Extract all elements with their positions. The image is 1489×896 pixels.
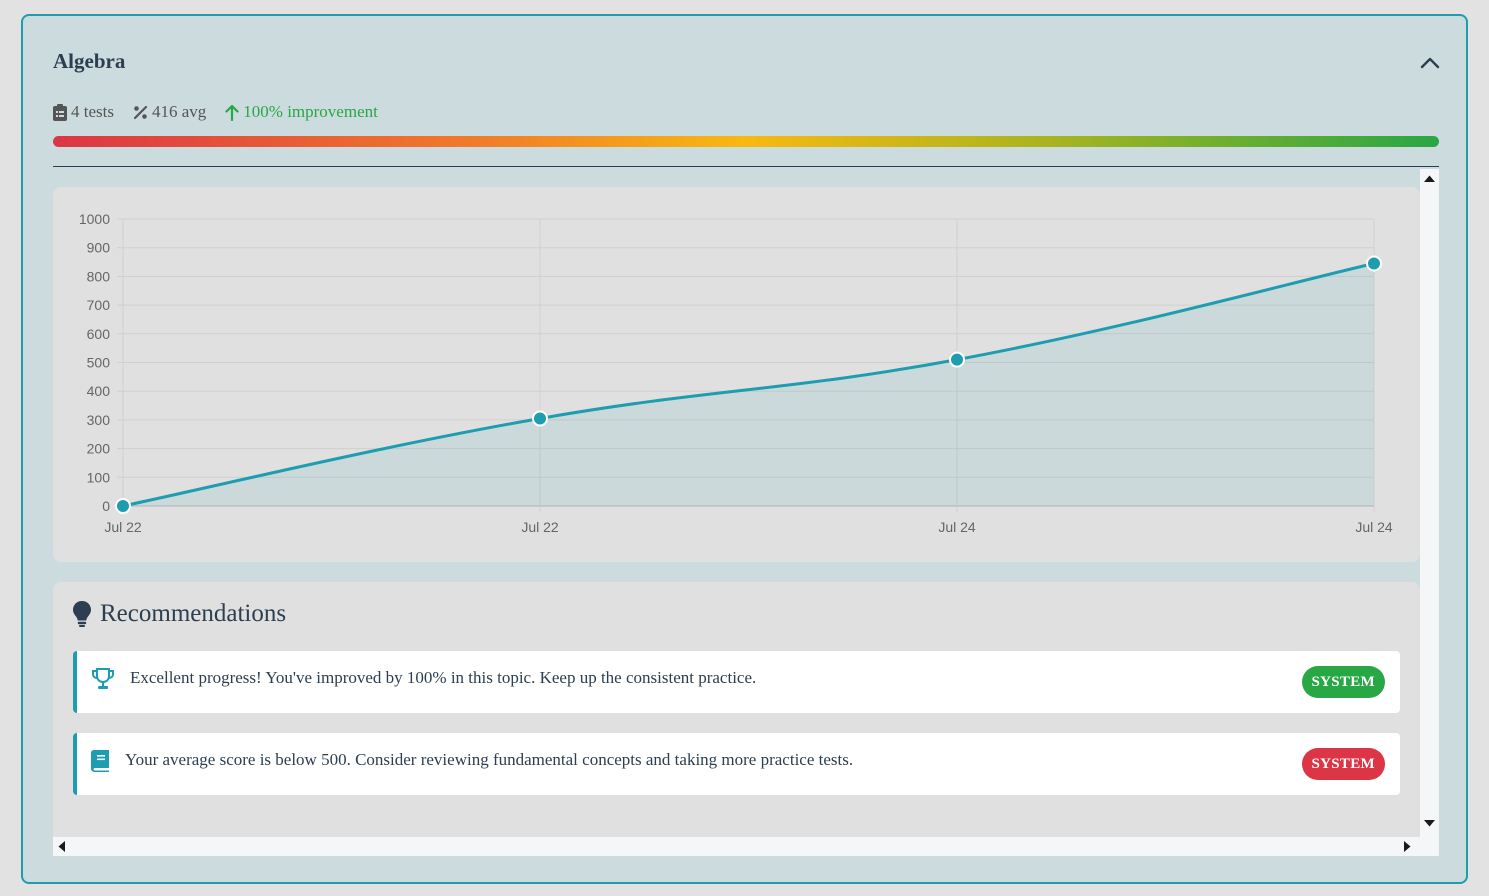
divider bbox=[53, 166, 1439, 167]
collapse-button[interactable] bbox=[1417, 50, 1443, 76]
y-tick-label: 1000 bbox=[79, 211, 110, 227]
topic-card: Algebra 4 tests 416 avg bbox=[21, 14, 1468, 884]
topic-title: Algebra bbox=[53, 49, 126, 73]
data-point bbox=[949, 351, 965, 368]
y-tick-label: 300 bbox=[87, 412, 111, 428]
recommendation-item: Your average score is below 500. Conside… bbox=[73, 733, 1400, 795]
recommendation-item: Excellent progress! You've improved by 1… bbox=[73, 651, 1400, 713]
avg-stat: 416 avg bbox=[133, 102, 206, 122]
y-tick-label: 400 bbox=[87, 383, 111, 399]
scroll-right-icon[interactable] bbox=[1403, 840, 1412, 853]
topic-stats: 4 tests 416 avg 100% improvement bbox=[53, 102, 397, 122]
y-tick-label: 200 bbox=[87, 441, 111, 457]
recommendation-text: Your average score is below 500. Conside… bbox=[125, 750, 854, 769]
tests-count: 4 tests bbox=[71, 102, 114, 121]
improvement-value: 100% improvement bbox=[243, 102, 378, 121]
source-badge: SYSTEM bbox=[1301, 748, 1385, 780]
tests-stat: 4 tests bbox=[53, 102, 114, 122]
y-tick-label: 600 bbox=[87, 326, 111, 342]
vertical-scrollbar[interactable] bbox=[1420, 169, 1439, 837]
y-tick-label: 0 bbox=[102, 498, 110, 514]
arrow-up-icon bbox=[225, 104, 239, 121]
chart-svg: 0 100 200 300 400 500 600 700 800 900 1000 Jul 22 Ju… bbox=[79, 211, 1393, 535]
chevron-up-icon bbox=[1420, 57, 1440, 69]
y-tick-label: 900 bbox=[87, 240, 111, 256]
horizontal-scrollbar[interactable] bbox=[53, 837, 1439, 856]
x-tick-label: Jul 22 bbox=[521, 519, 559, 535]
avg-score: 416 avg bbox=[151, 102, 207, 121]
progress-chart: 0 100 200 300 400 500 600 700 800 900 1000 Jul 22 Ju… bbox=[53, 187, 1420, 562]
y-tick-label: 100 bbox=[87, 469, 111, 485]
recommendations-panel: Recommendations Excellent progress! You'… bbox=[53, 582, 1420, 842]
details-scroll-area[interactable]: 0 100 200 300 400 500 600 700 800 900 1000 Jul 22 Ju… bbox=[53, 169, 1439, 856]
series-area bbox=[123, 263, 1374, 506]
recommendations-title: Recommendations bbox=[100, 600, 287, 627]
progress-gradient-bar bbox=[53, 136, 1439, 147]
scroll-down-icon[interactable] bbox=[1423, 819, 1436, 828]
data-point bbox=[115, 498, 131, 514]
y-tick-label: 700 bbox=[87, 297, 111, 313]
data-point bbox=[1366, 255, 1382, 272]
clipboard-icon bbox=[53, 103, 67, 121]
recommendations-heading: Recommendations bbox=[73, 600, 286, 628]
data-point bbox=[532, 410, 548, 427]
y-tick-label: 500 bbox=[87, 355, 111, 371]
scroll-left-icon[interactable] bbox=[57, 840, 66, 853]
source-badge: SYSTEM bbox=[1301, 666, 1385, 698]
x-tick-label: Jul 24 bbox=[938, 519, 976, 535]
series-line bbox=[122, 262, 1375, 508]
improvement-stat: 100% improvement bbox=[225, 102, 378, 122]
x-tick-label: Jul 22 bbox=[104, 519, 142, 535]
book-icon bbox=[91, 750, 111, 777]
trophy-icon bbox=[91, 668, 115, 695]
lightbulb-icon bbox=[73, 601, 91, 627]
scroll-up-icon[interactable] bbox=[1423, 174, 1436, 183]
percent-icon bbox=[133, 105, 148, 119]
recommendation-text: Excellent progress! You've improved by 1… bbox=[130, 668, 757, 687]
y-tick-label: 800 bbox=[87, 268, 111, 284]
x-tick-label: Jul 24 bbox=[1355, 519, 1393, 535]
